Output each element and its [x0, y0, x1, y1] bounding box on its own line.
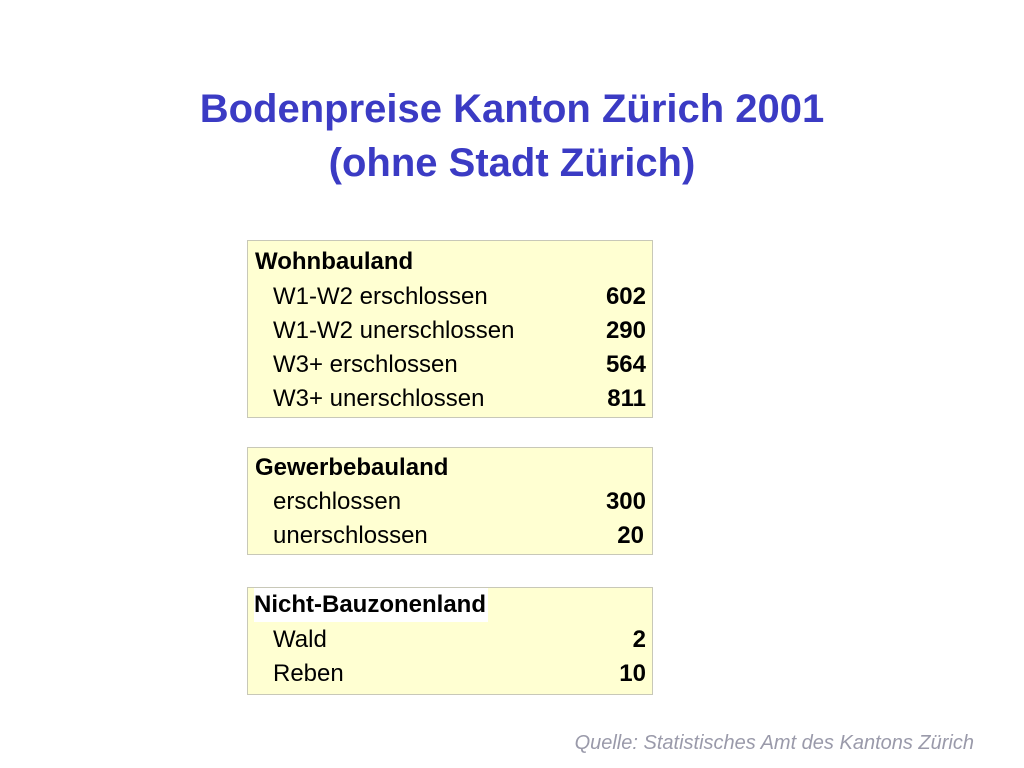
table-row: W3+ erschlossen 564	[248, 348, 652, 382]
row-value: 602	[605, 283, 646, 310]
table-row: erschlossen 300	[248, 485, 652, 519]
row-label: W3+ unerschlossen	[273, 385, 485, 412]
table-row: W1-W2 unerschlossen 290	[248, 314, 652, 348]
row-label: unerschlossen	[273, 522, 428, 549]
row-label: W1-W2 erschlossen	[273, 283, 488, 310]
row-value: 564	[605, 351, 646, 378]
row-value: 811	[607, 385, 646, 412]
row-value: 20	[617, 522, 644, 549]
section-nicht-bauzonenland: Nicht-Bauzonenland Wald 2 Reben 10	[247, 587, 653, 695]
table-row: unerschlossen 20	[248, 519, 652, 553]
section-heading: Nicht-Bauzonenland	[254, 588, 488, 622]
table-row: W3+ unerschlossen 811	[248, 382, 652, 416]
section-heading: Wohnbauland	[255, 248, 414, 275]
row-label: W3+ erschlossen	[273, 351, 458, 378]
row-label: Reben	[273, 660, 344, 687]
row-value: 2	[632, 626, 646, 653]
title-line-1: Bodenpreise Kanton Zürich 2001	[199, 87, 825, 131]
table-row: Wald 2	[248, 623, 652, 657]
table-row: Reben 10	[248, 657, 652, 691]
section-heading: Gewerbebauland	[255, 454, 449, 481]
row-value: 10	[619, 660, 646, 687]
section-gewerbebauland: Gewerbebauland erschlossen 300 unerschlo…	[247, 447, 653, 555]
page-title: Bodenpreise Kanton Zürich 2001 (ohne Sta…	[0, 82, 1024, 190]
row-label: W1-W2 unerschlossen	[273, 317, 515, 344]
row-label: erschlossen	[273, 488, 402, 515]
row-value: 300	[605, 488, 646, 515]
title-line-2: (ohne Stadt Zürich)	[328, 141, 696, 185]
section-wohnbauland: Wohnbauland W1-W2 erschlossen 602 W1-W2 …	[247, 240, 653, 418]
row-label: Wald	[273, 626, 327, 653]
source-note: Quelle: Statistisches Amt des Kantons Zü…	[574, 732, 974, 754]
row-value: 290	[605, 317, 646, 344]
table-row: W1-W2 erschlossen 602	[248, 280, 652, 314]
